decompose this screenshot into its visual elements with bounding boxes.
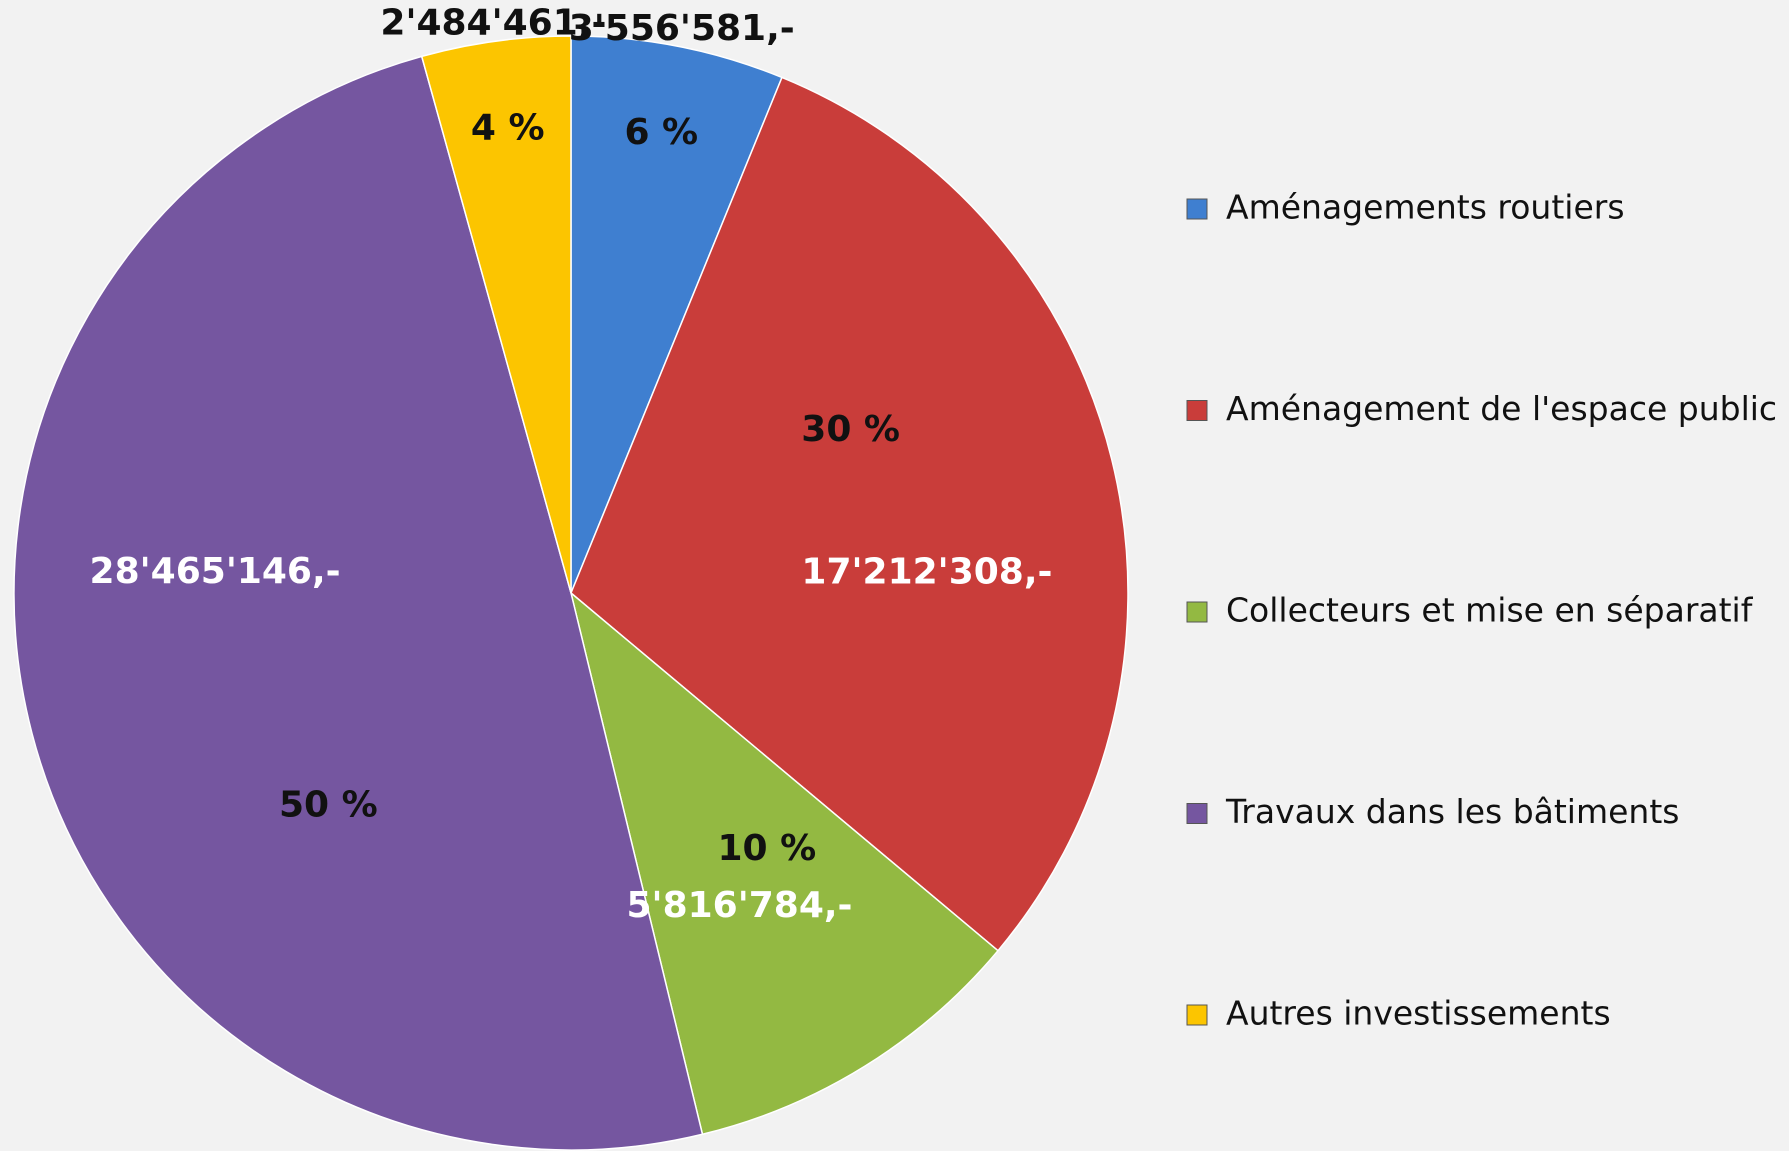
pie-slice (570, 35, 783, 594)
pie-slice (13, 55, 704, 1151)
pie-slice (420, 35, 572, 594)
legend-label: Aménagement de l'espace public (1226, 389, 1777, 428)
value-label: 28'465'146,- (90, 551, 341, 592)
percent-label: 10 % (717, 828, 816, 869)
percent-label: 50 % (279, 784, 378, 825)
value-label: 2'484'461,- (380, 3, 606, 44)
legend-swatch (1186, 803, 1208, 824)
value-label: 17'212'308,- (801, 552, 1052, 593)
legend-label: Travaux dans les bâtiments (1225, 792, 1679, 831)
pie-slice (569, 590, 1000, 1136)
legend-label: Aménagements routiers (1226, 188, 1625, 227)
pie-slice (570, 76, 1129, 952)
percent-label: 30 % (801, 409, 900, 450)
percent-label: 6 % (624, 112, 698, 153)
legend-swatch (1186, 198, 1208, 220)
legend-swatch (1186, 400, 1208, 421)
value-label: 5'816'784,- (627, 885, 853, 926)
legend-swatch (1186, 1004, 1208, 1026)
percent-label: 4 % (471, 107, 545, 148)
legend-swatch (1186, 601, 1208, 623)
value-label: 3'556'581,- (569, 8, 795, 49)
legend-label: Autres investissements (1226, 994, 1611, 1033)
legend-label: Collecteurs et mise en séparatif (1226, 591, 1754, 630)
